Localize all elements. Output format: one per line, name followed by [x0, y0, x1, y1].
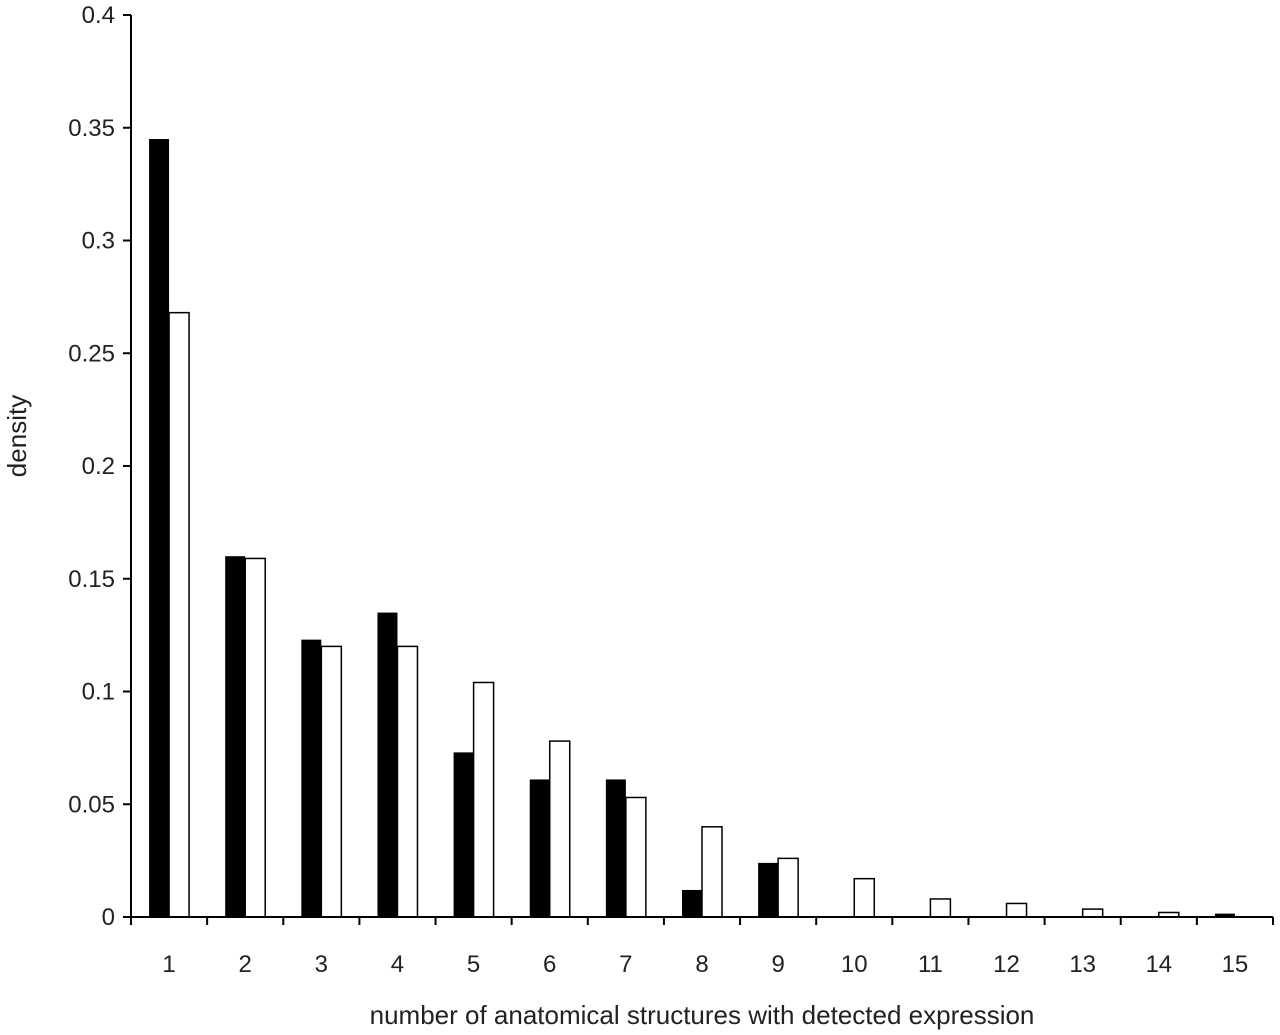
x-tick-label: 7 — [619, 951, 632, 978]
x-tick-label: 5 — [467, 951, 480, 978]
x-tick-label: 4 — [391, 951, 404, 978]
black-bar-1 — [149, 139, 170, 917]
x-tick-label: 6 — [543, 951, 556, 978]
white-bar-8 — [701, 826, 723, 918]
x-tick-label: 13 — [1069, 951, 1096, 978]
y-tick-label: 0.15 — [68, 566, 115, 593]
y-tick-label: 0.1 — [82, 679, 115, 706]
y-tick-label: 0.4 — [82, 2, 115, 29]
x-tick-label: 2 — [239, 951, 252, 978]
x-axis-ticks: 1 2 3 4 5 6 7 8 9 10 11 12 13 14 15 — [130, 917, 1274, 978]
y-tick-label: 0.35 — [68, 115, 115, 142]
x-tick-label: 12 — [993, 951, 1020, 978]
black-bar-6 — [529, 779, 550, 917]
x-tick-label: 10 — [841, 951, 868, 978]
y-tick-label: 0.05 — [68, 791, 115, 818]
white-bar-6 — [548, 740, 571, 918]
black-bar-9 — [758, 862, 779, 917]
black-bar-2 — [225, 556, 246, 917]
y-tick-label: 0.2 — [82, 453, 115, 480]
white-bar-1 — [168, 311, 190, 918]
white-bar-10 — [853, 877, 876, 918]
y-axis-title: density — [2, 395, 32, 477]
white-bar-5 — [472, 681, 495, 918]
x-tick-label: 15 — [1222, 951, 1249, 978]
y-tick-label: 0 — [102, 904, 115, 931]
black-bar-5 — [453, 752, 474, 917]
white-bar-11 — [929, 898, 952, 918]
x-tick-label: 14 — [1145, 951, 1172, 978]
y-axis-ticks: 0 0.05 0.1 0.15 0.2 0.25 0.3 0.35 0.4 — [68, 2, 131, 931]
white-bar-9 — [777, 857, 799, 918]
black-bar-8 — [682, 889, 702, 917]
black-bar-3 — [301, 639, 322, 917]
x-tick-label: 11 — [918, 951, 943, 978]
y-tick-label: 0.3 — [82, 228, 115, 255]
bars — [149, 139, 1235, 918]
x-tick-label: 9 — [771, 951, 784, 978]
white-bar-12 — [1005, 902, 1028, 918]
x-tick-label: 3 — [315, 951, 328, 978]
white-bar-13 — [1081, 908, 1104, 918]
x-tick-label: 1 — [162, 951, 175, 978]
black-bar-7 — [605, 779, 626, 917]
white-bar-4 — [396, 645, 419, 918]
y-tick-label: 0.25 — [68, 340, 115, 367]
x-tick-label: 8 — [695, 951, 708, 978]
white-bar-3 — [320, 645, 343, 918]
white-bar-2 — [244, 557, 266, 918]
black-bar-4 — [377, 612, 398, 917]
black-bar-15 — [1214, 913, 1235, 917]
x-axis-title: number of anatomical structures with det… — [370, 1000, 1035, 1030]
white-bar-7 — [625, 796, 647, 918]
